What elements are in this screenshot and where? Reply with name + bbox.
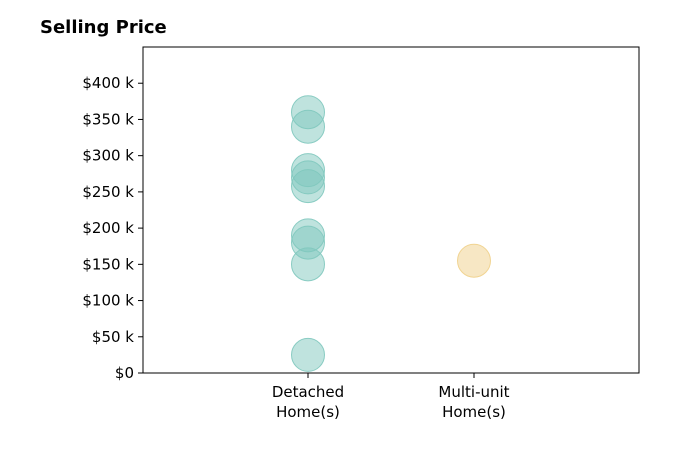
x-axis: Detached Home(s) Multi-unit Home(s) — [272, 373, 510, 421]
plot-area-frame — [142, 46, 640, 374]
data-point — [291, 153, 325, 188]
y-tick-label: $150 k — [82, 255, 134, 273]
y-tick-label: $200 k — [82, 219, 134, 237]
data-point — [457, 243, 491, 278]
y-tick-label: $400 k — [82, 74, 134, 92]
y-tick-label: $300 k — [82, 147, 134, 165]
y-tick-label: $350 k — [82, 110, 134, 128]
data-point — [291, 218, 325, 253]
y-tick-label: $0 — [115, 364, 134, 382]
x-tick-label: Multi-unit Home(s) — [438, 383, 509, 421]
y-axis: $0 $50 k $100 k $150 k $200 k $250 k $300 k $35… — [82, 74, 143, 382]
y-tick-label: $50 k — [92, 328, 134, 346]
chart-title: Selling Price — [40, 17, 167, 38]
y-tick-label: $100 k — [82, 292, 134, 310]
data-point — [291, 337, 325, 372]
data-point — [291, 95, 325, 130]
data-points — [291, 95, 491, 372]
y-tick-label: $250 k — [82, 183, 134, 201]
x-tick-label: Detached Home(s) — [272, 383, 344, 421]
